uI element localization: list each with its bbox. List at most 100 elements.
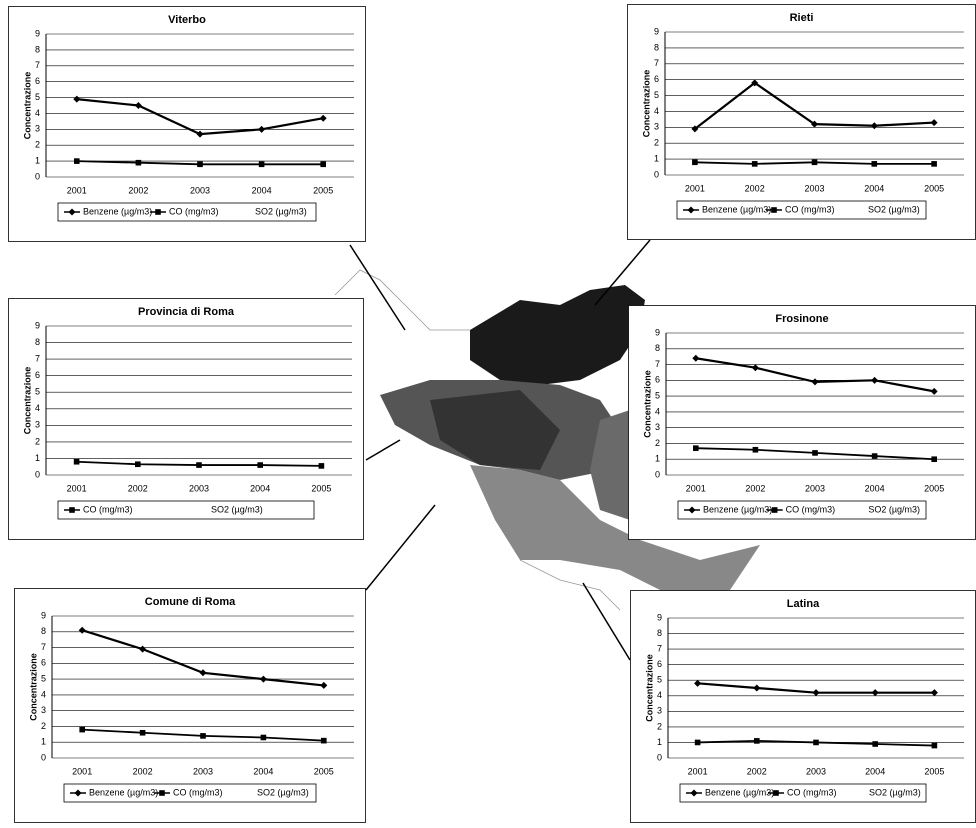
map-region (470, 465, 760, 600)
legend-box (57, 202, 317, 222)
arrow (365, 504, 436, 591)
data-point (320, 681, 328, 689)
y-tick-label: 0 (655, 469, 660, 479)
data-point (73, 458, 80, 465)
legend-label: SO2 (µg/m3) (868, 204, 920, 214)
chart-panel: Comune di Roma Concentrazione 0 1 2 3 4 5 6 7 8 9 20… (14, 588, 366, 823)
legend-marker (688, 506, 696, 514)
data-point (694, 679, 702, 687)
x-tick-label: 2003 (804, 183, 824, 193)
y-tick-label: 0 (654, 169, 659, 179)
panel-frame (8, 6, 366, 242)
y-tick-label: 5 (655, 390, 660, 400)
y-tick-label: 3 (655, 422, 660, 432)
legend-label: CO (mg/m3) (785, 204, 835, 214)
data-point (871, 453, 878, 459)
chart-title: Provincia di Roma (138, 306, 235, 318)
y-tick-label: 7 (655, 359, 660, 369)
data-point (753, 684, 761, 692)
data-point (930, 689, 938, 697)
legend-label: CO (mg/m3) (786, 504, 836, 514)
x-tick-label: 2002 (747, 766, 767, 776)
data-point (872, 741, 878, 747)
x-tick-label: 2004 (253, 766, 273, 776)
data-point (692, 354, 700, 362)
panel-frame (8, 298, 364, 540)
data-point (196, 130, 204, 138)
legend-marker (771, 207, 777, 213)
data-point (871, 161, 878, 167)
y-tick-label: 4 (654, 106, 659, 116)
y-tick-label: 3 (657, 706, 662, 716)
map (334, 269, 760, 611)
data-point (871, 376, 879, 384)
data-point (257, 462, 263, 468)
y-tick-label: 0 (41, 752, 46, 762)
y-tick-label: 1 (35, 453, 40, 463)
y-tick-label: 5 (41, 673, 46, 683)
legend-marker (771, 507, 778, 513)
legend-marker (68, 208, 76, 216)
data-point (320, 161, 326, 168)
y-tick-label: 2 (655, 438, 660, 448)
y-tick-label: 1 (41, 737, 46, 747)
legend-box (57, 500, 315, 520)
legend-box (677, 500, 927, 520)
data-point (73, 95, 81, 103)
y-tick-label: 9 (35, 320, 40, 330)
legend-box (63, 783, 317, 803)
y-tick-label: 7 (35, 353, 40, 363)
y-axis-label: Concentrazione (28, 653, 38, 721)
data-point (871, 689, 879, 697)
data-point (318, 463, 325, 469)
x-tick-label: 2001 (67, 185, 87, 195)
data-point (79, 726, 85, 733)
data-point (200, 733, 206, 739)
legend-label: SO2 (µg/m3) (257, 787, 309, 797)
legend-marker (773, 790, 779, 796)
y-tick-label: 4 (35, 108, 40, 118)
y-tick-label: 8 (35, 44, 40, 54)
chart-title: Frosinone (775, 313, 828, 325)
data-point (196, 462, 202, 468)
chart-panel: Viterbo Concentrazione 0 1 2 3 4 5 6 7 8 9 2001 2002 2… (8, 6, 366, 242)
x-tick-label: 2005 (924, 483, 944, 493)
chart-title: Comune di Roma (145, 596, 236, 608)
y-tick-label: 8 (657, 628, 662, 638)
chart-panel: Provincia di Roma Concentrazione 0 1 2 3 4 5 6 7 8… (8, 298, 364, 540)
x-tick-label: 2002 (128, 185, 148, 195)
legend-marker (690, 789, 698, 797)
y-tick-label: 2 (35, 436, 40, 446)
data-point (319, 114, 327, 122)
legend-label: Benzene (µg/m3) (89, 787, 158, 797)
x-tick-label: 2002 (745, 483, 765, 493)
legend-marker (687, 206, 695, 214)
data-point (812, 450, 818, 456)
x-tick-label: 2004 (865, 483, 885, 493)
x-tick-label: 2005 (314, 766, 334, 776)
data-point (751, 79, 759, 87)
legend-box (676, 200, 927, 220)
data-point (812, 689, 820, 697)
y-tick-label: 0 (35, 171, 40, 181)
legend-label: SO2 (µg/m3) (868, 504, 920, 514)
data-point (813, 739, 819, 746)
y-tick-label: 0 (657, 752, 662, 762)
x-tick-label: 2001 (688, 766, 708, 776)
chart-panel: Rieti Concentrazione 0 1 2 3 4 5 6 7 8 9 2001 2002 200… (627, 4, 976, 240)
data-point (870, 122, 878, 130)
x-tick-label: 2002 (133, 766, 153, 776)
legend-label: CO (mg/m3) (169, 206, 219, 216)
y-tick-label: 2 (35, 140, 40, 150)
map-region (590, 410, 640, 520)
x-tick-label: 2003 (806, 766, 826, 776)
data-point (258, 125, 266, 133)
y-tick-label: 6 (35, 370, 40, 380)
data-point (135, 461, 141, 468)
data-point (692, 159, 698, 166)
data-point (78, 626, 86, 634)
data-point (197, 161, 203, 168)
arrow (349, 244, 406, 331)
y-tick-label: 5 (657, 675, 662, 685)
data-point (752, 446, 759, 453)
